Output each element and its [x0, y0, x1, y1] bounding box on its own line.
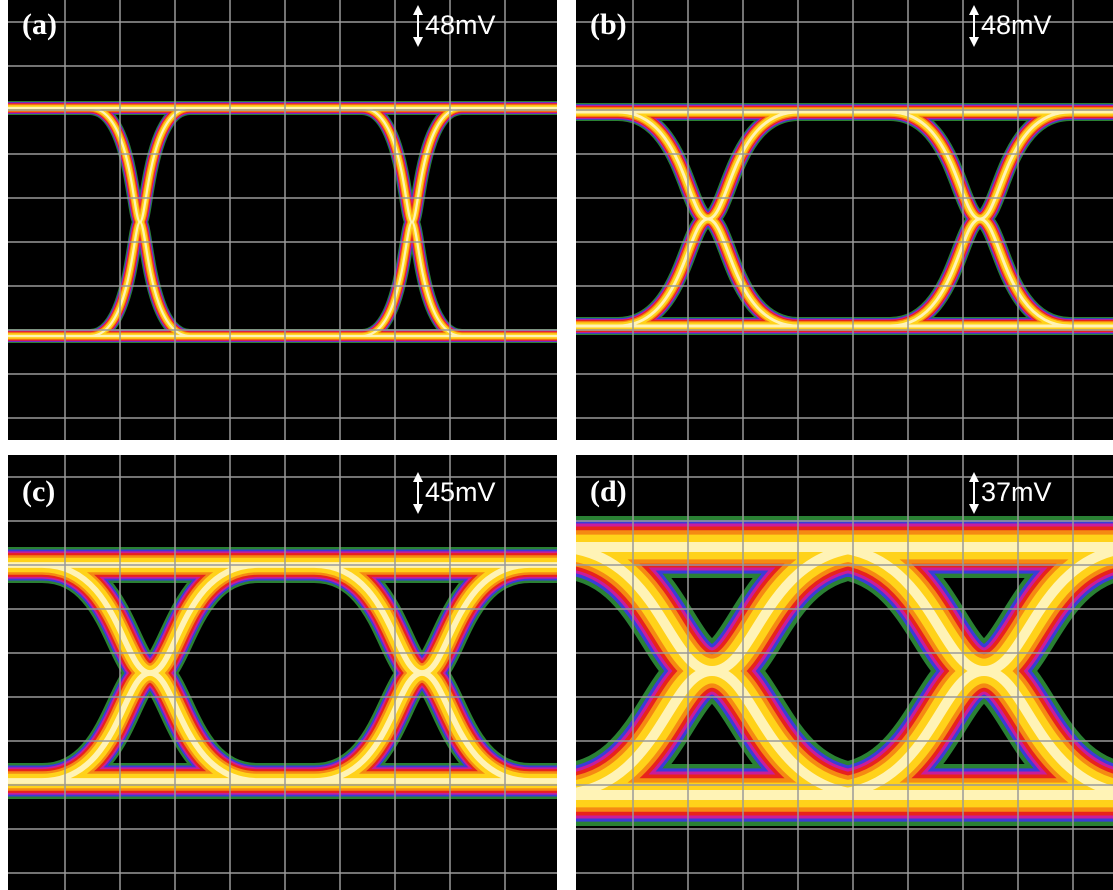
body: (a)48mV(b)48mV(c)45mV(d)37mV (() => { co… [0, 0, 1113, 890]
figure: (a) 48mV (b) 48mV (c) 45mV (d) 37mV [0, 0, 1113, 890]
panel-label: (c) [22, 475, 55, 508]
amplitude-label: 45mV [425, 477, 496, 507]
amplitude-label: 48mV [425, 10, 496, 40]
amplitude-label: 48mV [981, 10, 1052, 40]
page: {"panels": [ {"label": "(a)", "amplitude… [0, 0, 1113, 890]
panel-label: (a) [22, 8, 57, 41]
panel-label: (d) [590, 475, 627, 508]
amplitude-label: 37mV [981, 477, 1052, 507]
panel-label: (b) [590, 8, 627, 41]
